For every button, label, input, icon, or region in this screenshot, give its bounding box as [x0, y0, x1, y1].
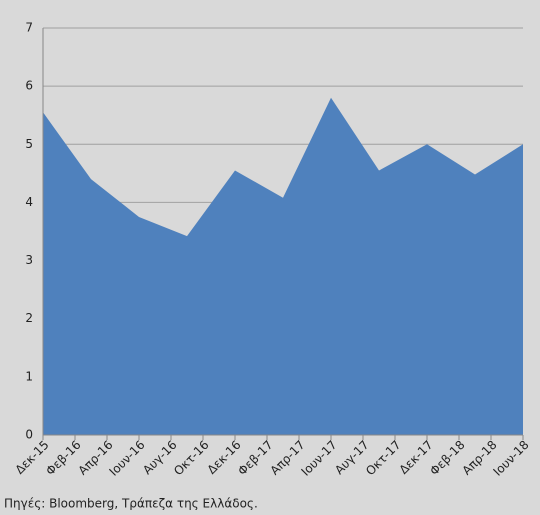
y-tick-label: 3: [25, 253, 33, 267]
y-tick-label: 6: [25, 79, 33, 93]
y-tick-label: 0: [25, 428, 33, 442]
area: [43, 97, 523, 436]
y-tick-label: 4: [25, 195, 33, 209]
source-note: Πηγές: Bloomberg, Τράπεζα της Ελλάδος.: [4, 497, 258, 511]
y-tick-label: 2: [25, 311, 33, 325]
y-tick-label: 7: [25, 21, 33, 35]
y-tick-label: 5: [25, 137, 33, 151]
y-tick-label: 1: [25, 369, 33, 383]
